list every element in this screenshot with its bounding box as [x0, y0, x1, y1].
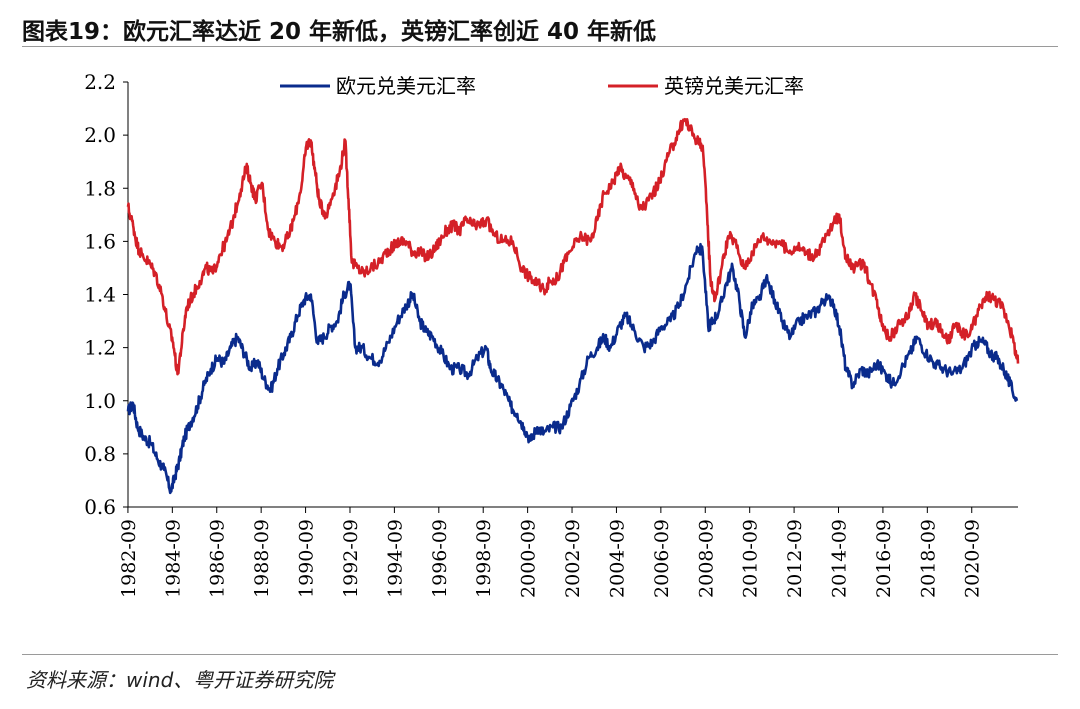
x-tick-label: 1982-09	[118, 519, 140, 598]
x-tick-label: 1986-09	[207, 519, 229, 598]
x-tick-label: 1996-09	[429, 519, 451, 598]
footer-divider	[22, 654, 1058, 655]
series-line-2	[126, 117, 1020, 376]
legend-label-1: 欧元兑美元汇率	[336, 74, 476, 98]
x-tick-label: 2004-09	[606, 519, 628, 598]
chart-legend: 欧元兑美元汇率 英镑兑美元汇率	[280, 74, 804, 98]
source-note: 资料来源：wind、粤开证券研究院	[26, 668, 334, 692]
chart-title: 图表19：欧元汇率达近 20 年新低，英镑汇率创近 40 年新低	[22, 19, 657, 45]
y-tick-label: 1.6	[84, 229, 116, 253]
x-tick-label: 2020-09	[962, 519, 984, 598]
y-tick-label: 1.8	[84, 176, 116, 200]
x-tick-label: 2002-09	[562, 519, 584, 598]
x-tick-label: 1990-09	[296, 519, 318, 598]
x-tick-label: 1988-09	[251, 519, 273, 598]
x-tick-label: 1994-09	[384, 519, 406, 598]
x-tick-label: 2000-09	[518, 519, 540, 598]
title-divider	[22, 46, 1058, 47]
x-tick-label: 1998-09	[473, 519, 495, 598]
y-tick-label: 1.2	[84, 336, 116, 360]
x-tick-label: 2014-09	[829, 519, 851, 598]
x-tick-label: 1984-09	[162, 519, 184, 598]
y-tick-label: 1.0	[84, 389, 116, 413]
y-tick-label: 1.4	[84, 283, 116, 307]
y-tick-label: 2.0	[84, 123, 116, 147]
chart-series	[126, 117, 1020, 495]
series-line-1	[126, 242, 1019, 495]
x-tick-label: 2008-09	[695, 519, 717, 598]
x-tick-label: 2018-09	[917, 519, 939, 598]
y-tick-label: 0.6	[84, 495, 116, 519]
x-tick-label: 2010-09	[740, 519, 762, 598]
x-tick-label: 2012-09	[784, 519, 806, 598]
x-tick-label: 2016-09	[873, 519, 895, 598]
chart-axes: 0.6 0.8 1.0 1.2 1.4 1.6 1.8 2.0 2.2 1982-09 1984-0…	[84, 70, 1018, 598]
x-tick-label: 1992-09	[340, 519, 362, 598]
legend-label-2: 英镑兑美元汇率	[664, 74, 804, 98]
y-tick-label: 2.2	[84, 70, 116, 94]
y-tick-label: 0.8	[84, 442, 116, 466]
x-tick-label: 2006-09	[651, 519, 673, 598]
line-chart: 0.6 0.8 1.0 1.2 1.4 1.6 1.8 2.0 2.2 1982-09 1984-0…	[84, 70, 1020, 598]
